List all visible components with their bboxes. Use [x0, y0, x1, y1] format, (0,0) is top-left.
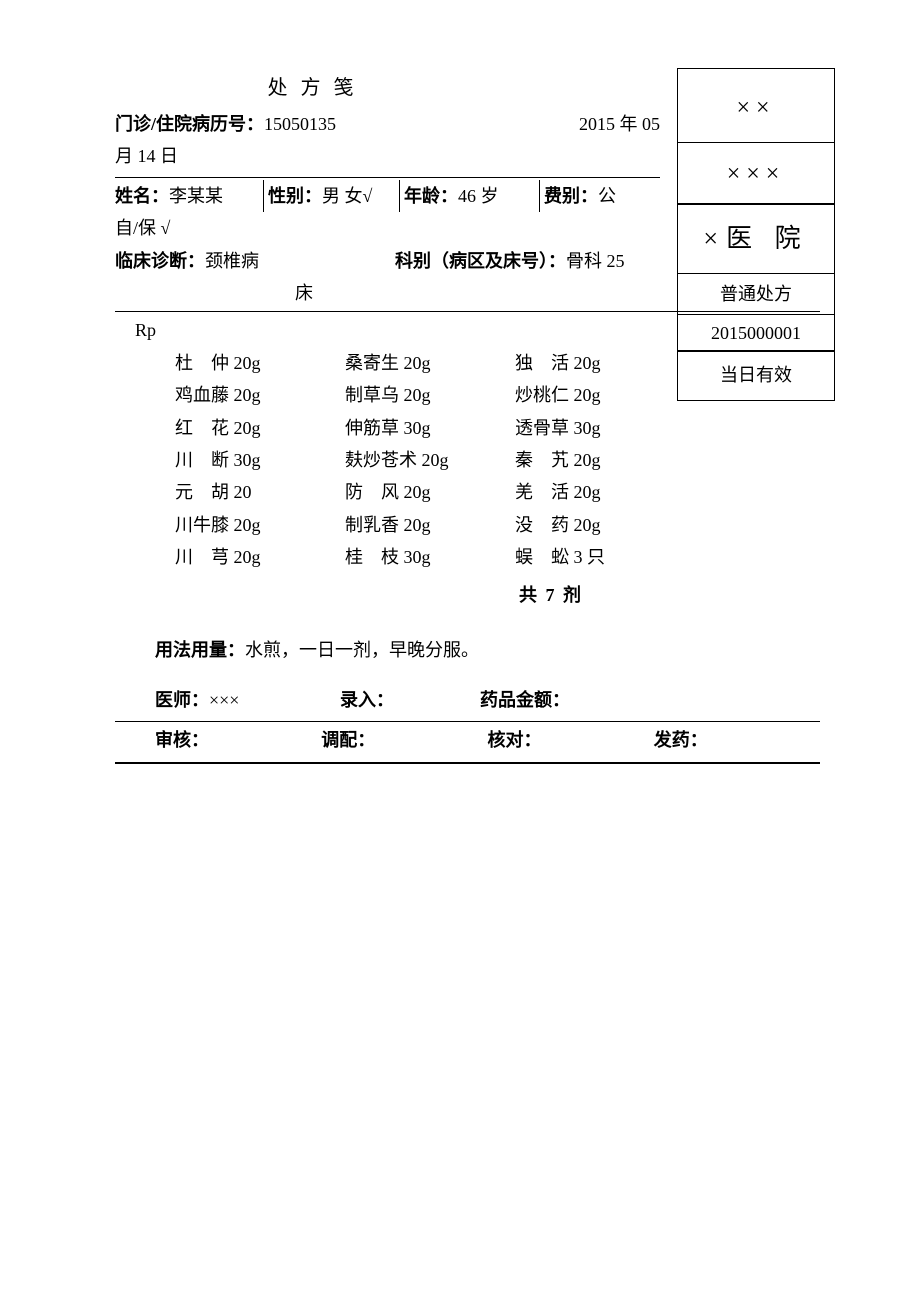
name-field: 姓名：李某某: [115, 180, 263, 212]
drug-cell: 麸炒苍术 20g: [345, 444, 515, 476]
date-part1: 2015 年 05: [579, 108, 660, 140]
input-label: 录入：: [340, 684, 480, 716]
drug-cell: 制草乌 20g: [345, 379, 515, 411]
record-label: 门诊/住院病历号：15050135: [115, 108, 336, 140]
drug-cell: 红 花 20g: [175, 412, 345, 444]
drug-cell: 防 风 20g: [345, 476, 515, 508]
drug-cell: 川牛膝 20g: [175, 509, 345, 541]
age-field: 年龄：46 岁: [399, 180, 539, 212]
drug-row: 元 胡 20防 风 20g羌 活 20g: [175, 476, 820, 508]
box-serial-number: 2015000001: [677, 314, 835, 352]
drug-cell: 川 芎 20g: [175, 541, 345, 573]
drug-cell: 川 断 30g: [175, 444, 345, 476]
drug-cell: 鸡血藤 20g: [175, 379, 345, 411]
drug-row: 红 花 20g伸筋草 30g透骨草 30g: [175, 412, 820, 444]
prepare-label: 调配：: [321, 724, 487, 756]
fee-field: 费别：公: [539, 180, 616, 212]
drug-cell: 羌 活 20g: [515, 476, 685, 508]
drug-cell: 没 药 20g: [515, 509, 685, 541]
dispense-label: 发药：: [654, 724, 820, 756]
total-dose: 共 7 剂: [115, 579, 820, 611]
drug-cell: 伸筋草 30g: [345, 412, 515, 444]
drug-cell: 桑寄生 20g: [345, 347, 515, 379]
drug-row: 川 断 30g麸炒苍术 20g秦 艽 20g: [175, 444, 820, 476]
diagnosis-field: 临床诊断：颈椎病: [115, 245, 395, 277]
patient-info: 姓名：李某某 性别：男 女√ 年龄：46 岁 费别：公 自/保 √ 临床诊断：颈…: [115, 177, 660, 310]
drug-cell: 桂 枝 30g: [345, 541, 515, 573]
box-xxx: ×××: [677, 142, 835, 205]
fee-line2: 自/保 √: [115, 212, 660, 244]
drug-cell: 透骨草 30g: [515, 412, 685, 444]
box-validity: 当日有效: [677, 350, 835, 400]
dept-field: 科别（病区及床号）：骨科 25: [395, 245, 625, 277]
box-hospital: ×医 院: [677, 203, 835, 274]
usage-text: 水煎，一日一剂，早晚分服。: [245, 640, 479, 660]
usage-section: 用法用量：水煎，一日一剂，早晚分服。: [115, 634, 820, 666]
bed-field: 床: [115, 277, 660, 309]
drug-cell: 炒桃仁 20g: [515, 379, 685, 411]
drug-cell: 元 胡 20: [175, 476, 345, 508]
gender-field: 性别：男 女√: [263, 180, 399, 212]
drug-cell: 杜 仲 20g: [175, 347, 345, 379]
amount-label: 药品金额：: [480, 684, 820, 716]
header-section: 门诊/住院病历号：15050135 2015 年 05 月 14 日: [115, 108, 660, 173]
drug-cell: 制乳香 20g: [345, 509, 515, 541]
audit-label: 审核：: [155, 724, 321, 756]
side-boxes: ×× ××× ×医 院 普通处方 2015000001 当日有效: [677, 68, 835, 399]
box-prescription-type: 普通处方: [677, 273, 835, 315]
prescription-document: ×× ××× ×医 院 普通处方 2015000001 当日有效 处 方 笺 门…: [115, 70, 820, 764]
box-xx: ××: [677, 68, 835, 143]
drug-cell: 秦 艽 20g: [515, 444, 685, 476]
footer-row2: 审核： 调配： 核对： 发药：: [115, 722, 820, 764]
doctor-field: 医师：×××: [155, 684, 340, 716]
drug-cell: 独 活 20g: [515, 347, 685, 379]
check-label: 核对：: [488, 724, 654, 756]
drug-row: 川牛膝 20g制乳香 20g没 药 20g: [175, 509, 820, 541]
usage-label: 用法用量：: [155, 640, 245, 660]
date-part2: 月 14 日: [115, 140, 660, 172]
drug-cell: 蜈 蚣 3 只: [515, 541, 685, 573]
footer-row1: 医师：××× 录入： 药品金额：: [115, 684, 820, 721]
drug-row: 川 芎 20g桂 枝 30g蜈 蚣 3 只: [175, 541, 820, 573]
